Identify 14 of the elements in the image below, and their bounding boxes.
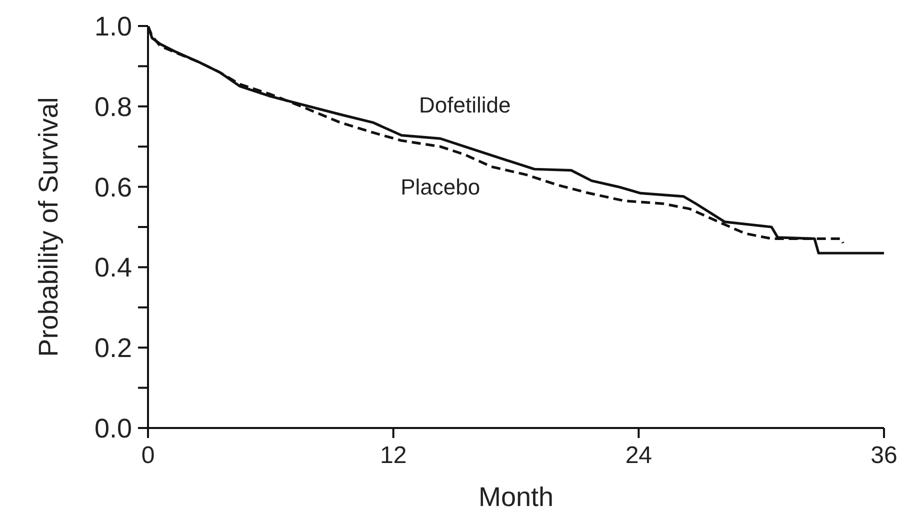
x-axis-title: Month [478, 482, 554, 512]
y-tick-label: 0.8 [94, 92, 132, 122]
x-tick-label: 36 [870, 442, 898, 470]
series-label: Placebo [400, 174, 480, 200]
series-label: Dofetilide [419, 92, 511, 118]
y-tick-label: 0.4 [94, 252, 132, 283]
y-tick-label: 0.6 [94, 172, 132, 202]
y-tick-label: 0.2 [94, 333, 132, 364]
y-tick-label: 1.0 [94, 11, 132, 42]
x-tick-label: 24 [625, 442, 652, 470]
x-tick-label: 12 [380, 442, 407, 470]
y-tick-label: 0.0 [94, 413, 132, 444]
y-axis-title: Probability of Survival [34, 97, 64, 357]
x-tick-label: 0 [141, 442, 155, 470]
